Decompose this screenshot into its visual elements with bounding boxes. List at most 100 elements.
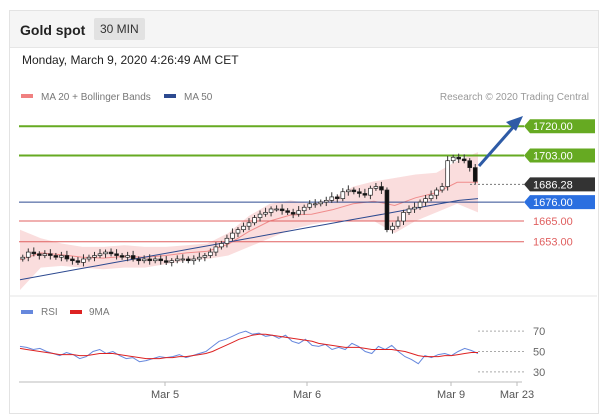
candle-body (472, 167, 478, 182)
candle-body (268, 208, 274, 213)
candle (346, 185, 351, 196)
candle-body (307, 203, 312, 208)
timestamp: Monday, March 9, 2020 4:26:49 AM CET (22, 53, 239, 67)
candle-body (296, 210, 301, 215)
candle-body (340, 191, 346, 199)
candle-body (235, 229, 241, 234)
candle-body (136, 258, 141, 262)
candle-body (263, 212, 268, 215)
candle (417, 199, 423, 210)
x-tick-label: Mar 6 (293, 389, 321, 401)
bollinger-middle-line (19, 181, 478, 261)
bollinger-legend-label: MA 20 + Bollinger Bands (41, 92, 151, 103)
candle (423, 195, 428, 207)
candle (20, 254, 26, 262)
candle (285, 208, 290, 216)
candle (108, 248, 114, 257)
rsi-series-9ma (19, 333, 478, 360)
candle-body (48, 253, 53, 256)
chart-header: Gold spot 30 MIN (10, 11, 598, 48)
candle (202, 252, 208, 262)
level-label: 1720.00 (533, 121, 573, 133)
candle-body (301, 206, 307, 212)
candle (31, 247, 37, 257)
forecast-arrow-head (506, 116, 523, 131)
candle (114, 249, 119, 260)
candle-body (285, 210, 290, 213)
x-tick-label: Mar 5 (151, 389, 179, 401)
credit-label: Research © 2020 Trading Central (440, 92, 589, 103)
candle (125, 251, 130, 262)
candle-body (20, 256, 26, 260)
candle-body (373, 186, 379, 189)
candle-body (461, 158, 467, 162)
candle (467, 158, 473, 172)
candle (390, 222, 395, 234)
candle (461, 154, 467, 164)
candle-body (423, 198, 428, 203)
candle-body (290, 212, 296, 215)
candle-body (379, 186, 384, 191)
candle (379, 181, 384, 194)
candle-body (401, 212, 406, 222)
candle-body (318, 201, 324, 205)
candle (456, 153, 461, 163)
candle (37, 251, 42, 260)
rsi-legend-swatch (21, 310, 33, 314)
candle (147, 254, 152, 265)
candle-body (434, 189, 439, 196)
candle (406, 205, 412, 216)
candle-body (279, 208, 285, 212)
candle-body (86, 256, 92, 260)
candle-body (357, 191, 362, 194)
candle-body (213, 246, 219, 253)
candle (434, 187, 439, 200)
candle-body (246, 222, 252, 227)
candle (136, 256, 141, 265)
candle (351, 187, 357, 195)
candle (180, 254, 186, 263)
candle-body (456, 156, 461, 160)
candle-body (130, 255, 136, 260)
candle-body (368, 187, 373, 196)
candle (395, 216, 401, 229)
candle-body (329, 196, 335, 201)
candle (42, 250, 48, 259)
candle (274, 205, 279, 212)
candle (158, 255, 163, 265)
candle-body (186, 258, 191, 262)
candle-body (197, 256, 202, 260)
candle-body (395, 220, 401, 227)
candle-body (384, 189, 390, 231)
candle-body (169, 260, 175, 263)
interval-badge[interactable]: 30 MIN (94, 18, 145, 40)
candle (191, 255, 197, 265)
ma50-legend-swatch (164, 94, 176, 98)
candle-body (445, 160, 450, 187)
candle-body (141, 258, 147, 262)
candle (70, 256, 75, 265)
candle (312, 199, 318, 208)
level-label-1665.00: 1665.00 (533, 216, 573, 228)
candle-body (219, 243, 224, 248)
candle-body (163, 260, 169, 263)
candle (86, 254, 92, 262)
candle-body (417, 201, 423, 208)
candle (224, 234, 230, 248)
x-tick-label: Mar 9 (437, 389, 465, 401)
level-badge-1720.00: 1720.00 (524, 119, 595, 134)
candle (279, 204, 285, 215)
candle-body (335, 196, 340, 199)
candle (235, 227, 241, 238)
candle-body (191, 258, 197, 262)
candle (368, 185, 373, 200)
candle (307, 200, 312, 210)
candle (412, 202, 417, 213)
forecast-arrow (477, 116, 523, 167)
candle-body (312, 203, 318, 206)
x-tick-label: Mar 23 (500, 389, 534, 401)
chart-card: Gold spot 30 MIN Monday, March 9, 2020 4… (9, 10, 599, 414)
candle (59, 251, 64, 262)
candle-body (114, 253, 119, 256)
candle-body (230, 232, 235, 239)
